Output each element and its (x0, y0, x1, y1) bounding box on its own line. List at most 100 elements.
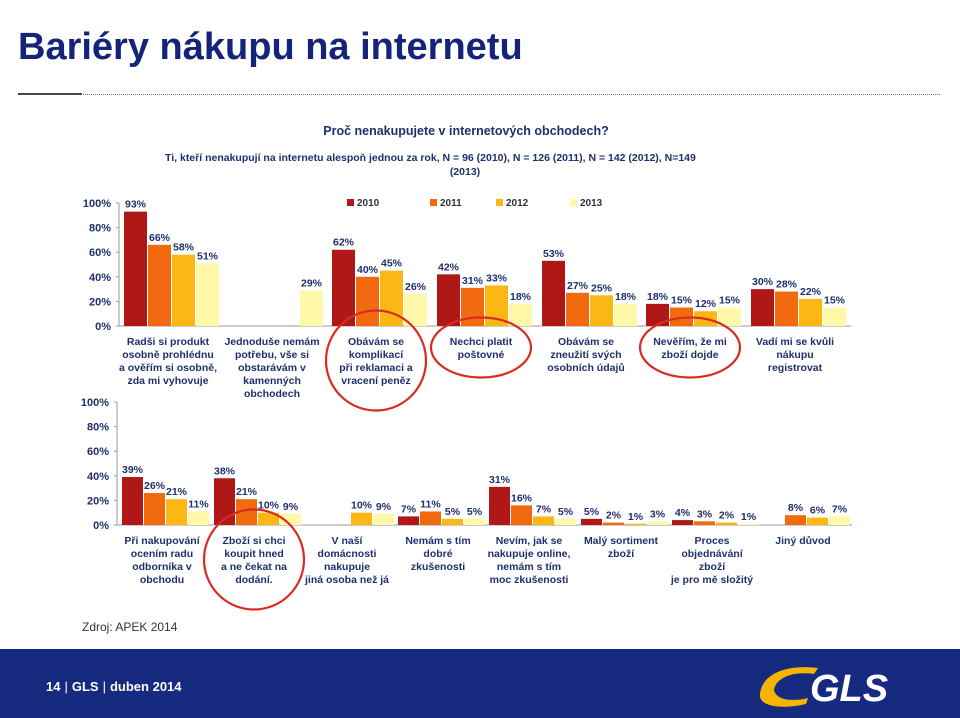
bar-2013 (464, 518, 485, 525)
data-label: 18% (510, 291, 532, 303)
bar-2010 (489, 486, 510, 525)
data-label: 12% (695, 298, 717, 310)
data-label: 6% (810, 505, 826, 517)
data-label: 18% (647, 291, 669, 303)
category-label: nakupuje (324, 561, 370, 573)
bar-2012 (380, 270, 403, 326)
bar-2013 (829, 516, 850, 525)
category-label: Proces (694, 535, 729, 547)
y-tick-label: 60% (89, 247, 111, 259)
category-label: osobních údajů (547, 362, 625, 374)
data-label: 28% (776, 279, 798, 291)
bar-2012 (172, 254, 195, 326)
bar-2011 (420, 511, 441, 525)
category-label: zkušenosti (411, 561, 465, 573)
data-label: 7% (832, 503, 848, 515)
data-label: 93% (125, 199, 147, 211)
data-label: 26% (405, 281, 427, 293)
category-label: zboží dojde (661, 349, 718, 361)
y-tick-label: 20% (89, 296, 111, 308)
data-label: 5% (558, 506, 574, 518)
data-label: 7% (536, 503, 552, 515)
data-label: 11% (420, 498, 441, 510)
data-label: 66% (149, 232, 171, 244)
data-label: 5% (467, 506, 483, 518)
bar-2013 (555, 518, 576, 525)
category-label: nemám s tím (497, 561, 561, 573)
data-label: 21% (236, 486, 258, 498)
gls-logo: GLS (759, 667, 888, 710)
data-label: 8% (788, 502, 804, 514)
bar-2010 (751, 289, 774, 326)
data-label: 3% (697, 508, 713, 520)
data-label: 25% (591, 282, 613, 294)
bar-2012 (533, 516, 554, 525)
category-label: jiná osoba než já (304, 574, 389, 586)
category-label: nákupu (776, 349, 813, 361)
bar-2011 (785, 515, 806, 525)
data-label: 51% (197, 250, 219, 262)
category-label: vracení peněz (341, 375, 410, 387)
bar-2011 (511, 505, 532, 525)
category-label: dobré (423, 548, 452, 560)
bar-2013 (404, 294, 427, 326)
source-note: Zdroj: APEK 2014 (82, 620, 178, 634)
data-label: 5% (445, 506, 461, 518)
data-label: 4% (675, 507, 691, 519)
data-label: 53% (543, 248, 565, 260)
bar-2010 (581, 518, 602, 525)
data-label: 42% (438, 261, 460, 273)
category-label: nakupuje online, (488, 548, 571, 560)
data-label: 21% (166, 486, 188, 498)
bar-2012 (716, 522, 737, 525)
category-label: a ověřím si osobně, (119, 362, 217, 374)
bar-2013 (718, 307, 741, 326)
legend-label: 2013 (580, 198, 603, 209)
category-label: koupit hned (224, 548, 284, 560)
bar-2010 (437, 274, 460, 326)
page-number: 14 (46, 679, 61, 694)
category-label: V naší (332, 535, 364, 547)
category-label: obchodech (244, 388, 300, 400)
footer-text: 14 | GLS | duben 2014 (46, 679, 182, 694)
category-label: Obávám se (348, 336, 404, 348)
category-label: Jiný důvod (775, 535, 830, 547)
data-label: 1% (741, 511, 757, 523)
bar-2010 (122, 477, 143, 525)
bar-2012 (590, 295, 613, 326)
legend-swatch (430, 199, 437, 206)
chart-legend: 2010 2011 2012 2013 (347, 198, 603, 209)
category-label: Nevím, jak se (496, 535, 563, 547)
category-label: obchodu (140, 574, 184, 586)
bar-2010 (124, 211, 147, 326)
bar-2013 (300, 290, 323, 326)
highlight-circle (638, 316, 742, 379)
category-label: kamenných (243, 375, 301, 387)
category-label: Obávám se (558, 336, 614, 348)
bar-2013 (614, 303, 637, 326)
category-label: zboží (699, 561, 726, 573)
category-label: komplikací (349, 349, 404, 361)
data-label: 2% (719, 510, 735, 522)
data-label: 7% (401, 503, 417, 515)
bar-2012 (442, 518, 463, 525)
category-label: při reklamaci a (339, 362, 413, 374)
data-label: 15% (671, 295, 693, 307)
data-label: 38% (214, 465, 236, 477)
bar-2011 (144, 493, 165, 525)
chart-subtitle: Ti, kteří nenakupují na internetu alespo… (165, 152, 696, 164)
data-label: 40% (357, 264, 379, 276)
bar-2011 (775, 291, 798, 326)
plot-area: 100% 80% 60% 40% 20% 0% 93% 66%58%51% Radši si p… (81, 198, 852, 611)
gls-swoosh-icon (759, 667, 818, 707)
category-label: Při nakupování (124, 535, 200, 547)
data-label: 15% (719, 295, 741, 307)
category-label: poštovné (458, 349, 505, 361)
legend-swatch (570, 199, 577, 206)
footer-bar (0, 649, 960, 718)
category-label: zboží (608, 548, 635, 560)
data-label: 39% (122, 464, 144, 476)
bar-2010 (214, 478, 235, 525)
bar-2012 (258, 512, 279, 525)
